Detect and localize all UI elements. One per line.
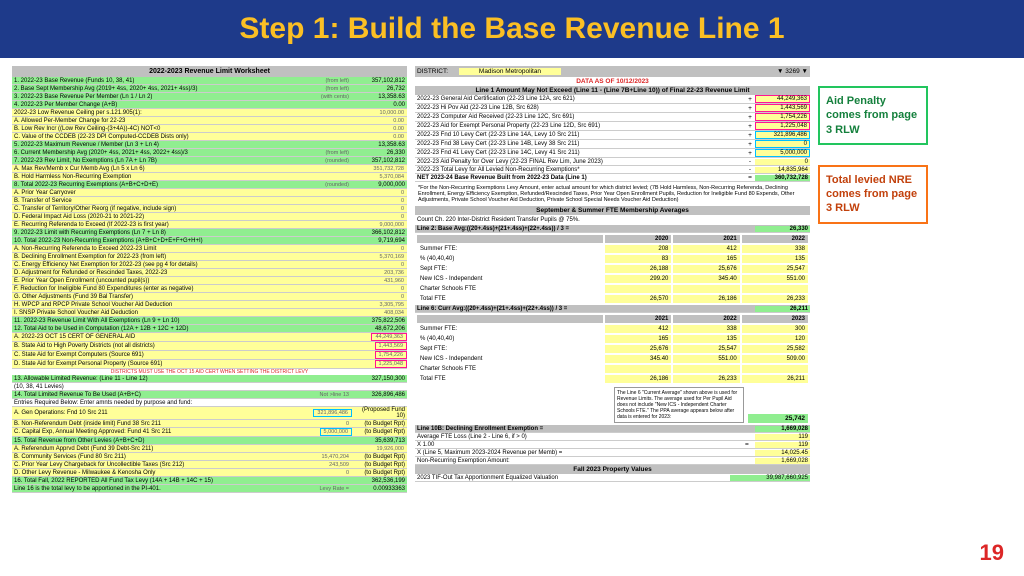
worksheet-row: B. Low Rev Incr ((Low Rev Ceiling-(3+4A)… bbox=[12, 125, 407, 133]
worksheet-row: D. State Aid for Exempt Personal Propert… bbox=[12, 360, 407, 369]
worksheet-row: 10. Total 2022-23 Non-Recurring Exemptio… bbox=[12, 237, 407, 245]
right-worksheet: DISTRICT: Madison Metropolitan ▼ 3269 ▼ … bbox=[415, 66, 810, 493]
worksheet-row: A. Max Rev/Memb x Cur Memb Avg (Ln 5 x L… bbox=[12, 165, 407, 173]
aid-row: 2022-23 Hi Pov Aid (22-23 Line 12B, Src … bbox=[415, 104, 810, 113]
aid-row: 2022-23 Computer Aid Received (22-23 Lin… bbox=[415, 113, 810, 122]
worksheet-row: A. Non-Recurring Referenda to Exceed 202… bbox=[12, 245, 407, 253]
sept-header: September & Summer FTE Membership Averag… bbox=[415, 206, 810, 215]
worksheet-row: E. Recurring Referenda to Exceed (If 202… bbox=[12, 221, 407, 229]
worksheet-row: (10, 38, 41 Levies) bbox=[12, 383, 407, 391]
worksheet-row: 11. 2022-23 Revenue Limit With All Exemp… bbox=[12, 317, 407, 325]
worksheet-row: B. Transfer of Service0 bbox=[12, 197, 407, 205]
page-header: Step 1: Build the Base Revenue Line 1 bbox=[0, 0, 1024, 58]
worksheet-row: 12. Total Aid to be Used in Computation … bbox=[12, 325, 407, 333]
worksheet-row: E. Prior Year Open Enrollment (uncounted… bbox=[12, 277, 407, 285]
worksheet-row: C. Capital Exp, Annual Meeting Approved:… bbox=[12, 428, 407, 437]
worksheet-row: B. Declining Enrollment Exemption for 20… bbox=[12, 253, 407, 261]
page-number: 19 bbox=[980, 540, 1004, 566]
worksheet-row: D. Other Levy Revenue - Milwaukee & Keno… bbox=[12, 469, 407, 477]
worksheet-row: C. Transfer of Territory/Other Reorg (if… bbox=[12, 205, 407, 213]
worksheet-row: F. Reduction for Ineligible Fund 80 Expe… bbox=[12, 285, 407, 293]
district-row: DISTRICT: Madison Metropolitan ▼ 3269 ▼ bbox=[415, 66, 810, 77]
worksheet-row: B. Non-Referendum Debt (inside limit) Fu… bbox=[12, 420, 407, 428]
aid-row: 2022-23 Total Levy for All Levied Non-Re… bbox=[415, 166, 810, 174]
worksheet-row: 16. Total Fall, 2022 REPORTED All Fund T… bbox=[12, 477, 407, 485]
worksheet-row: Line 16 is the total levy to be apportio… bbox=[12, 485, 407, 493]
worksheet-row: 14. Total Limited Revenue To Be Used (A+… bbox=[12, 391, 407, 399]
line1-header: Line 1 Amount May Not Exceed (Line 11 - … bbox=[415, 86, 810, 95]
worksheet-row: 7. 2022-23 Rev Limit, No Exemptions (Ln … bbox=[12, 157, 407, 165]
aid-penalty-note: Aid Penalty comes from page 3 RLW bbox=[818, 86, 928, 145]
worksheet-row: G. Other Adjustments (Fund 39 Bal Transf… bbox=[12, 293, 407, 301]
worksheet-row: I. SNSP Private School Voucher Aid Deduc… bbox=[12, 309, 407, 317]
worksheet-row: A. Gen Operations: Fnd 10 Src 211321,896… bbox=[12, 407, 407, 420]
worksheet-row: 13. Allowable Limited Revenue: (Line 11 … bbox=[12, 375, 407, 383]
worksheet-row: 4. 2022-23 Per Member Change (A+B)0.00 bbox=[12, 101, 407, 109]
left-worksheet: 2022-2023 Revenue Limit Worksheet 1. 202… bbox=[12, 66, 407, 493]
nre-note: Total levied NRE comes from page 3 RLW bbox=[818, 165, 928, 224]
worksheet-row: 1. 2022-23 Base Revenue (Funds 10, 38, 4… bbox=[12, 77, 407, 85]
worksheet-row: 2. Base Sept Membership Avg (2019+ 4ss, … bbox=[12, 85, 407, 93]
worksheet-row: 15. Total Revenue from Other Levies (A+B… bbox=[12, 437, 407, 445]
aid-row: NET 2023-24 Base Revenue Built from 2022… bbox=[415, 174, 810, 182]
worksheet-row: C. Prior Year Levy Chargeback for Uncoll… bbox=[12, 461, 407, 469]
aid-row: 2022-23 Fnd 38 Levy Cert (22-23 Line 14B… bbox=[415, 140, 810, 149]
left-title: 2022-2023 Revenue Limit Worksheet bbox=[12, 66, 407, 77]
worksheet-row: A. Allowed Per-Member Change for 22-230.… bbox=[12, 117, 407, 125]
footnote: *For the Non-Recurring Exemptions Levy A… bbox=[415, 182, 810, 206]
worksheet-row: A. 2022-23 OCT 15 CERT OF GENERAL AID44,… bbox=[12, 333, 407, 342]
data-as-of: DATA AS OF 10/12/2023 bbox=[415, 77, 810, 86]
worksheet-row: Entries Required Below: Enter amnts need… bbox=[12, 399, 407, 407]
worksheet-row: 9. 2022-23 Limit with Recurring Exemptio… bbox=[12, 229, 407, 237]
worksheet-row: A. Referendum Apprvd Debt (Fund 39 Debt-… bbox=[12, 445, 407, 453]
worksheet-row: 6. Current Membership Avg (2020+ 4ss, 20… bbox=[12, 149, 407, 157]
worksheet-row: A. Prior Year Carryover0 bbox=[12, 189, 407, 197]
worksheet-row: D. Federal Impact Aid Loss (2020-21 to 2… bbox=[12, 213, 407, 221]
worksheet-row: 2022-23 Low Revenue Ceiling per s.121.90… bbox=[12, 109, 407, 117]
worksheet-row: 5. 2022-23 Maximum Revenue / Member (Ln … bbox=[12, 141, 407, 149]
aid-row: 2022-23 Fnd 10 Levy Cert (22-23 Line 14A… bbox=[415, 131, 810, 140]
aid-row: 2022-23 Aid for Exempt Personal Property… bbox=[415, 122, 810, 131]
worksheet-row: B. Hold Harmless Non-Recurring Exemption… bbox=[12, 173, 407, 181]
worksheet-row: C. Energy Efficiency Net Exemption for 2… bbox=[12, 261, 407, 269]
info-box: The Line 6 "Current Average" shown above… bbox=[614, 387, 744, 423]
worksheet-row: B. Community Services (Fund 80 Src 211)1… bbox=[12, 453, 407, 461]
aid-row: 2022-23 Aid Penalty for Over Levy (22-23… bbox=[415, 158, 810, 166]
fall2023: Fall 2023 Property Values bbox=[415, 465, 810, 474]
aid-row: 2022-23 General Aid Certification (22-23… bbox=[415, 95, 810, 104]
worksheet-row: C. Value of the CCDEB (22-23 DPI Compute… bbox=[12, 133, 407, 141]
worksheet-row: B. State Aid to High Poverty Districts (… bbox=[12, 342, 407, 351]
worksheet-row: C. State Aid for Exempt Computers (Sourc… bbox=[12, 351, 407, 360]
worksheet-row: 8. Total 2022-23 Recurring Exemptions (A… bbox=[12, 181, 407, 189]
worksheet-row: H. WPCP and RPCP Private School Voucher … bbox=[12, 301, 407, 309]
worksheet-row: 3. 2022-23 Base Revenue Per Member (Ln 1… bbox=[12, 93, 407, 101]
worksheet-row: D. Adjustment for Refunded or Rescinded … bbox=[12, 269, 407, 277]
aid-row: 2022-23 Fnd 41 Levy Cert (22-23 Line 14C… bbox=[415, 149, 810, 158]
